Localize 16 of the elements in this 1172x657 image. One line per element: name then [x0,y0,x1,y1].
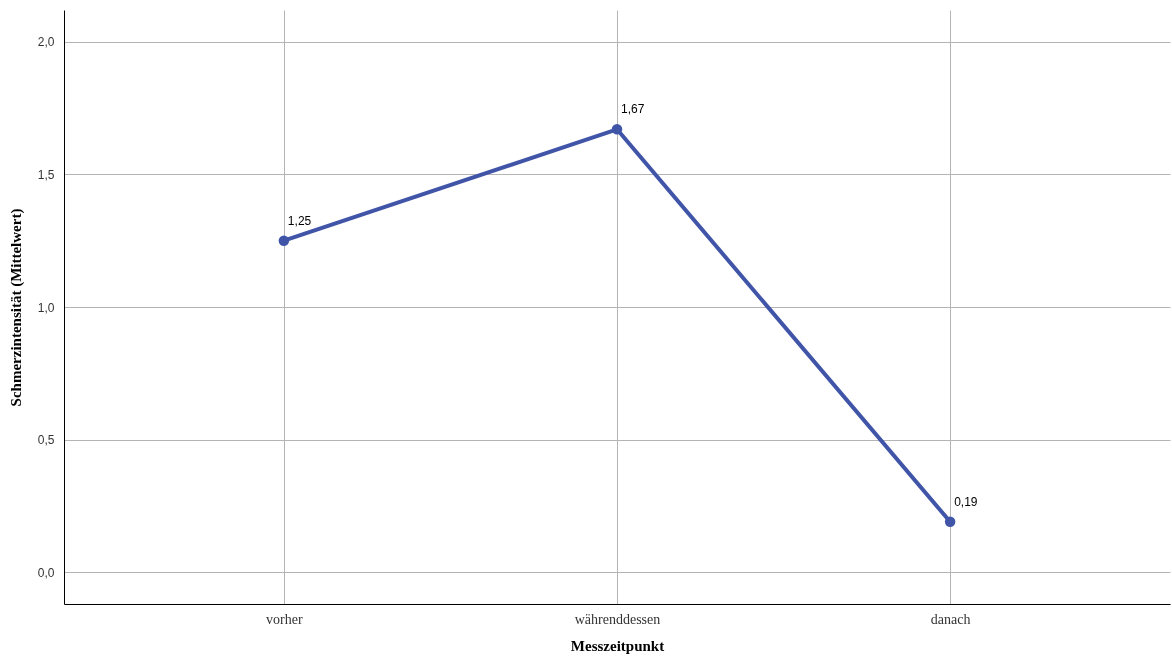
point [944,516,956,528]
point [611,124,623,135]
data-label: 0,19 [954,494,978,509]
data-label: 1,67 [621,102,645,117]
x-axis-title: Messzeitpunkt [570,637,665,654]
y-tick-label: 1,5 [37,167,55,182]
y-tick-label: 0,5 [37,433,55,448]
y-tick-label: 1,0 [37,300,55,315]
x-tick-label: vorher [266,611,303,627]
y-axis-title: Schmerzintensität (Mittelwert) [7,208,25,407]
point [278,235,290,246]
data-label: 1,25 [287,213,312,228]
x-tick-label: danach [930,611,971,627]
y-tick-label: 2,0 [37,35,55,50]
x-tick-label: währenddessen [574,611,661,627]
y-tick-label: 0,0 [37,565,55,580]
